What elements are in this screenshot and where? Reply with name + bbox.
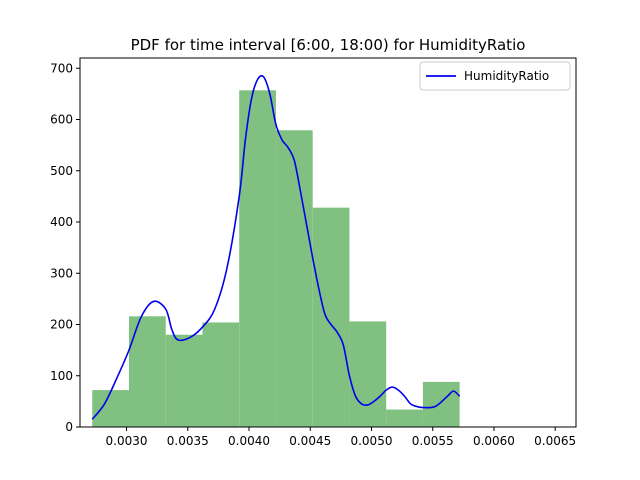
- legend-frame: [419, 61, 571, 91]
- y-tick-label-4: 400: [50, 215, 73, 229]
- y-tick-label-6: 600: [50, 113, 73, 127]
- legend: HumidityRatio: [419, 61, 571, 91]
- chart-title: PDF for time interval [6:00, 18:00) for …: [131, 36, 526, 54]
- x-axis-ticks: 0.0030 0.0035 0.0040 0.0045 0.0050 0.0055 0.00…: [106, 427, 576, 448]
- y-tick-label-7: 700: [50, 61, 73, 75]
- x-tick-label-7: 0.0065: [534, 434, 576, 448]
- y-tick-label-0: 0: [65, 420, 73, 434]
- histogram-bar-7: [349, 321, 387, 427]
- series-line-0: [91, 74, 461, 420]
- x-tick-label-2: 0.0040: [228, 434, 270, 448]
- plot-frame: [79, 57, 577, 428]
- y-tick-label-2: 200: [50, 318, 73, 332]
- x-tick-label-6: 0.0060: [473, 434, 515, 448]
- y-axis-ticks: 0 100 200 300 400 500 600 700: [50, 61, 80, 434]
- x-tick-label-5: 0.0055: [412, 434, 454, 448]
- legend-label: HumidityRatio: [464, 69, 549, 83]
- histogram-bar-5: [275, 130, 313, 427]
- y-tick-label-3: 300: [50, 266, 73, 280]
- histogram-bar-9: [422, 381, 460, 427]
- x-tick-label-1: 0.0035: [167, 434, 209, 448]
- histogram-bar-3: [202, 322, 240, 427]
- histogram-bar-0: [92, 390, 129, 427]
- histogram-bars: [92, 90, 460, 427]
- histogram-bar-6: [312, 207, 350, 427]
- x-tick-label-4: 0.0050: [350, 434, 392, 448]
- x-tick-label-3: 0.0045: [289, 434, 331, 448]
- y-tick-label-5: 500: [50, 164, 73, 178]
- axes: [79, 57, 577, 428]
- kde-series: [91, 74, 461, 420]
- histogram-bar-2: [165, 334, 203, 427]
- histogram-bar-8: [386, 409, 423, 427]
- y-tick-label-1: 100: [50, 369, 73, 383]
- x-tick-label-0: 0.0030: [106, 434, 148, 448]
